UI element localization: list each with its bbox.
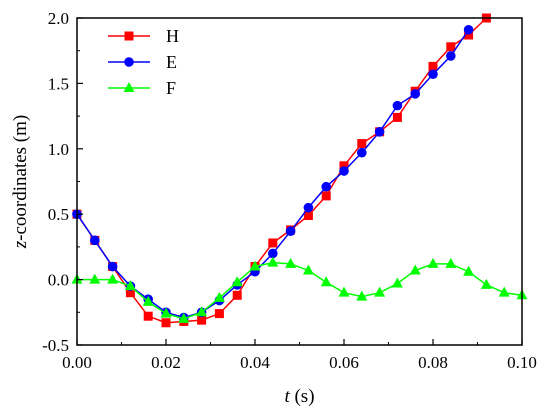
series-e-point	[268, 248, 278, 259]
x-tick-label: 0.02	[151, 353, 181, 372]
x-tick-label: 0.00	[62, 353, 92, 372]
series-h	[72, 13, 491, 328]
series-e	[72, 24, 474, 323]
x-axis-label-unit: (s)	[290, 386, 315, 407]
series-e-point	[107, 261, 118, 272]
series-f-point	[231, 276, 243, 287]
series-e-point	[410, 89, 421, 99]
series-f-point	[391, 277, 403, 288]
series-e-point	[90, 235, 100, 246]
series-h-point	[339, 161, 349, 171]
y-axis-ticks: -0.5 0.0 0.5 1.0 1.5 2.0	[42, 9, 83, 355]
y-axis-label-symbol: z	[10, 240, 31, 249]
series-f-point	[427, 257, 439, 268]
series-f-point	[267, 256, 279, 267]
y-tick-label: 2.0	[48, 9, 69, 28]
series-f-point	[196, 306, 208, 317]
series-f-point	[249, 260, 261, 271]
legend-item-h: H	[108, 26, 179, 46]
plot-area	[71, 13, 528, 328]
series-h-point	[321, 191, 331, 201]
series-f-point	[463, 265, 475, 276]
x-axis-label: t (s)	[284, 386, 314, 407]
series-h-point	[392, 112, 402, 122]
series-h-line	[76, 17, 487, 324]
series-h-point	[464, 30, 474, 40]
legend-marker-e	[124, 57, 134, 67]
series-f-point	[498, 286, 510, 297]
series-f-point	[285, 257, 297, 268]
series-f-point	[302, 264, 314, 275]
x-axis-ticks: 0.00 0.02 0.04 0.06 0.08 0.10	[62, 339, 537, 372]
legend-label-h: H	[166, 26, 179, 46]
y-tick-label: 1.0	[48, 140, 69, 159]
legend-item-f: F	[108, 78, 176, 98]
series-h-point	[446, 42, 456, 52]
series-h-point	[428, 61, 438, 71]
series-e-point	[374, 126, 385, 137]
series-h-point	[161, 318, 171, 328]
series-h-point	[125, 288, 135, 298]
series-e-point	[357, 147, 367, 158]
series-f-point	[89, 273, 101, 284]
x-tick-label: 0.04	[240, 353, 270, 372]
legend-label-e: E	[166, 52, 177, 72]
series-e-point	[428, 69, 438, 80]
series-f-point	[160, 307, 172, 318]
series-h-point	[197, 315, 207, 325]
legend-marker-h	[124, 31, 134, 41]
legend-item-e: E	[108, 52, 177, 72]
series-e-point	[446, 51, 456, 61]
series-f-point	[124, 280, 136, 291]
y-tick-label: -0.5	[42, 336, 69, 355]
series-f-point	[178, 312, 190, 323]
series-f-point	[338, 286, 350, 297]
series-h-point	[232, 290, 242, 300]
series-f-point	[445, 257, 457, 268]
series-f-point	[142, 295, 154, 306]
y-tick-label: 0.5	[48, 205, 69, 224]
series-e-point	[321, 181, 332, 192]
x-tick-label: 0.10	[507, 353, 537, 372]
x-tick-label: 0.06	[329, 353, 359, 372]
series-f-point	[356, 290, 368, 301]
legend: HEF	[108, 26, 179, 98]
series-e-point	[339, 166, 349, 176]
series-e-point	[285, 226, 296, 237]
series-h-point	[268, 238, 278, 248]
y-axis-label: z-coordinates (m)	[10, 115, 31, 250]
series-f-point	[213, 291, 225, 302]
series-e-point	[463, 24, 474, 35]
series-e-point	[392, 100, 403, 111]
y-tick-label: 1.5	[48, 74, 69, 93]
legend-marker-f	[123, 82, 135, 92]
series-h-point	[357, 139, 367, 149]
series-f	[71, 256, 528, 323]
axes: 0.00 0.02 0.04 0.06 0.08 0.10 -0.5 0.0 0.5 1.0 1.…	[42, 9, 537, 372]
series-h-point	[303, 211, 313, 221]
series-e-point	[303, 202, 314, 213]
series-f-point	[480, 278, 492, 289]
series-f-point	[107, 273, 119, 284]
series-h-point	[143, 311, 153, 321]
series-f-point	[374, 286, 386, 297]
x-tick-label: 0.08	[418, 353, 448, 372]
series-f-point	[320, 276, 332, 287]
y-axis-label-rest: -coordinates (m)	[10, 115, 31, 241]
x-axis-label-symbol: t	[284, 386, 290, 407]
legend-label-f: F	[166, 78, 176, 98]
y-tick-label: 0.0	[48, 271, 69, 290]
series-h-point	[214, 309, 224, 319]
series-f-point	[409, 264, 421, 275]
